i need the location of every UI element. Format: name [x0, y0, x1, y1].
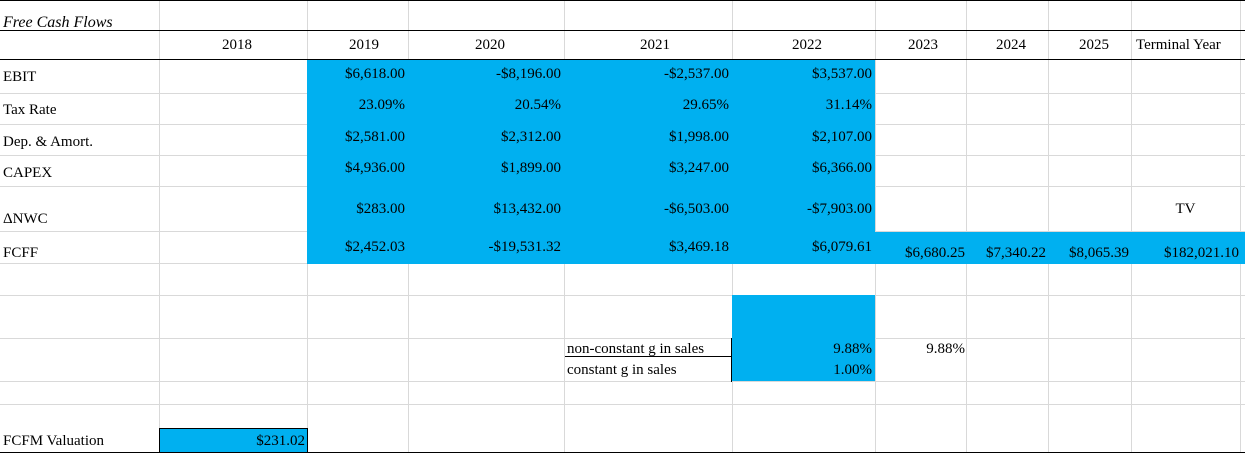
valuation-border-top	[159, 428, 308, 429]
nwc-2020: $13,432.00	[493, 201, 562, 217]
dep-amort-2021: $1,998.00	[669, 129, 729, 145]
fcff-2019: $2,452.03	[345, 239, 405, 255]
valuation-value: $231.02	[256, 433, 305, 449]
sheet-title: Free Cash Flows	[3, 14, 113, 31]
ebit-2020: -$8,196.00	[496, 66, 561, 82]
grid-line	[0, 381, 1245, 382]
year-header-terminal: Terminal Year	[1136, 37, 1221, 53]
ebit-2022: $3,537.00	[812, 66, 872, 82]
terminal-value-label: TV	[1175, 201, 1196, 217]
year-header-2025: 2025	[1079, 37, 1109, 53]
capex-2021: $3,247.00	[669, 160, 729, 176]
dep-amort-2020: $2,312.00	[501, 129, 561, 145]
valuation-label: FCFM Valuation	[3, 433, 104, 449]
historical-data-highlight	[307, 60, 875, 264]
ebit-2021: -$2,537.00	[664, 66, 729, 82]
nwc-2021: -$6,503.00	[664, 201, 729, 217]
dep-amort-2019: $2,581.00	[345, 129, 405, 145]
grid-line	[0, 295, 1245, 296]
grid-line	[1131, 0, 1132, 453]
row-label-nwc: ΔNWC	[3, 211, 48, 227]
year-header-2021: 2021	[640, 37, 670, 53]
fcff-terminal: $182,021.10	[1164, 245, 1239, 261]
header-underline	[0, 59, 1245, 60]
non-constant-growth-value: 9.88%	[833, 341, 872, 357]
year-header-2023: 2023	[908, 37, 938, 53]
year-header-2024: 2024	[996, 37, 1026, 53]
non-constant-growth-value-2023: 9.88%	[926, 341, 965, 357]
capex-2020: $1,899.00	[501, 160, 561, 176]
tax-rate-2020: 20.54%	[514, 97, 561, 113]
nwc-2022: -$7,903.00	[807, 201, 872, 217]
valuation-highlight	[159, 428, 307, 453]
dep-amort-2022: $2,107.00	[812, 129, 872, 145]
growth-label-border	[731, 338, 732, 382]
grid-line	[1048, 0, 1049, 453]
fcff-2024: $7,340.22	[986, 245, 1046, 261]
row-label-tax-rate: Tax Rate	[3, 102, 57, 118]
year-header-2019: 2019	[349, 37, 379, 53]
title-underline	[0, 30, 1245, 31]
year-header-2018: 2018	[222, 37, 252, 53]
growth-highlight	[732, 295, 875, 381]
valuation-border-left	[159, 428, 160, 453]
capex-2019: $4,936.00	[345, 160, 405, 176]
fcff-2025: $8,065.39	[1069, 245, 1129, 261]
capex-2022: $6,366.00	[812, 160, 872, 176]
year-header-2022: 2022	[792, 37, 822, 53]
forecast-fcff-highlight	[875, 232, 1245, 264]
valuation-border-right	[307, 428, 308, 453]
fcff-2022: $6,079.61	[812, 239, 872, 255]
fcff-2020: -$19,531.32	[488, 239, 562, 255]
nwc-2019: $283.00	[356, 201, 405, 217]
grid-line	[0, 338, 1245, 339]
constant-growth-value: 1.00%	[833, 362, 872, 378]
row-label-capex: CAPEX	[3, 165, 53, 181]
tax-rate-2019: 23.09%	[358, 97, 405, 113]
growth-label-divider	[565, 356, 732, 357]
ebit-2019: $6,618.00	[345, 66, 405, 82]
grid-line	[1240, 0, 1241, 453]
constant-growth-label: constant g in sales	[567, 362, 677, 378]
top-border	[0, 0, 1245, 1]
fcff-2023: $6,680.25	[905, 245, 965, 261]
grid-line	[875, 0, 876, 453]
row-label-ebit: EBIT	[3, 69, 37, 85]
grid-line	[159, 0, 160, 453]
row-label-fcff: FCFF	[3, 245, 39, 261]
fcff-2021: $3,469.18	[669, 239, 729, 255]
grid-line	[0, 404, 1245, 405]
tax-rate-2021: 29.65%	[682, 97, 729, 113]
row-label-dep-amort: Dep. & Amort.	[3, 134, 93, 150]
grid-line	[966, 0, 967, 453]
year-header-2020: 2020	[475, 37, 505, 53]
tax-rate-2022: 31.14%	[825, 97, 872, 113]
non-constant-growth-label: non-constant g in sales	[567, 341, 705, 357]
